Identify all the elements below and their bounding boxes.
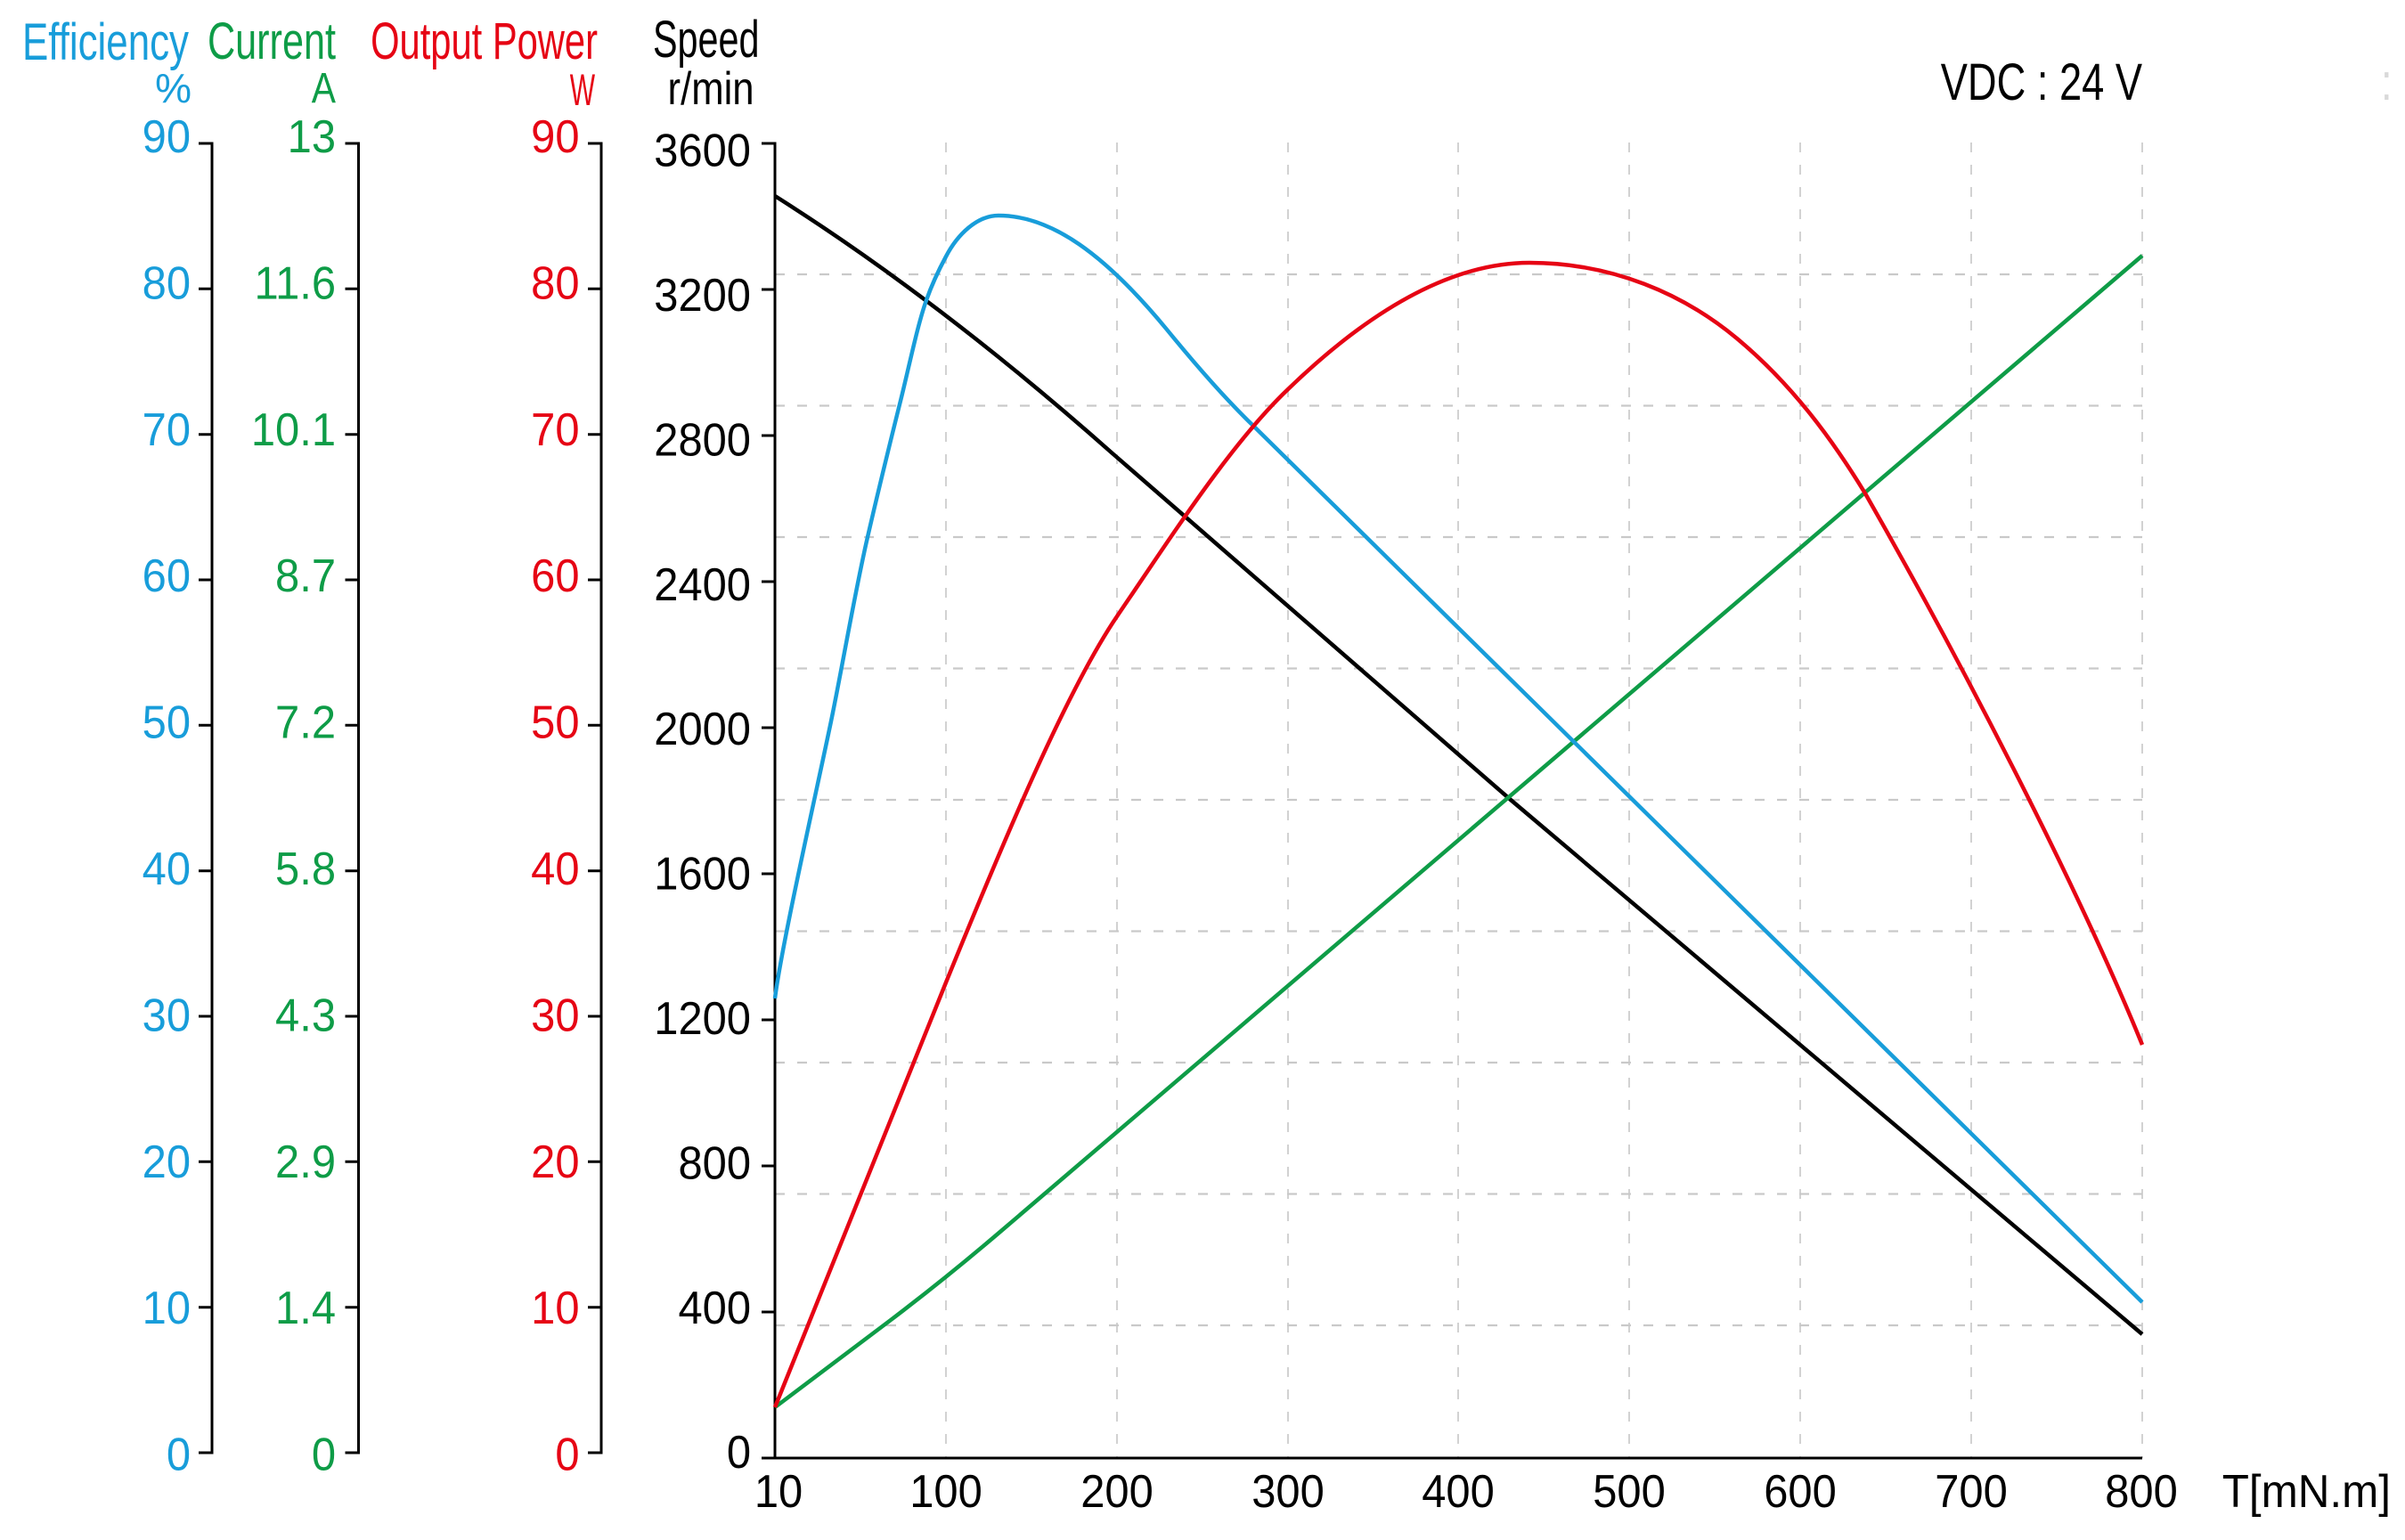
svg-text:7.2: 7.2 (275, 696, 336, 748)
svg-text:10: 10 (143, 1282, 191, 1334)
svg-text:40: 40 (531, 843, 579, 895)
svg-text:500: 500 (1593, 1465, 1666, 1518)
svg-text:0: 0 (312, 1428, 336, 1480)
svg-text:10.1: 10.1 (251, 403, 336, 455)
svg-text:10: 10 (754, 1465, 803, 1518)
svg-text:60: 60 (143, 550, 191, 602)
svg-text:80: 80 (143, 257, 191, 309)
svg-text:700: 700 (1935, 1465, 2008, 1518)
svg-text:80: 80 (531, 257, 579, 309)
svg-text:11.6: 11.6 (255, 257, 336, 309)
svg-text:W: W (570, 65, 595, 115)
svg-text:Current: Current (208, 12, 336, 70)
svg-text:10: 10 (531, 1282, 579, 1334)
svg-text:2800: 2800 (654, 413, 751, 466)
svg-text:13: 13 (288, 110, 336, 163)
svg-text:400: 400 (1422, 1465, 1495, 1518)
svg-text:A: A (312, 65, 336, 112)
svg-text:Output Power: Output Power (371, 12, 598, 69)
svg-text:70: 70 (531, 403, 579, 455)
svg-text:1.4: 1.4 (275, 1282, 336, 1334)
svg-text:r/min: r/min (668, 64, 754, 115)
svg-text:400: 400 (678, 1281, 751, 1333)
svg-text:90: 90 (531, 110, 579, 163)
svg-text:Efficiency: Efficiency (22, 12, 189, 70)
svg-text:20: 20 (143, 1135, 191, 1187)
svg-text:2400: 2400 (654, 558, 751, 610)
svg-text:1600: 1600 (654, 847, 751, 900)
svg-text:%: % (155, 65, 192, 111)
svg-text:T[mN.m]: T[mN.m] (2222, 1465, 2391, 1517)
svg-text:3600: 3600 (654, 124, 751, 176)
svg-text:VDC : 24 V: VDC : 24 V (1941, 54, 2143, 112)
svg-text:50: 50 (143, 696, 191, 748)
svg-text:1200: 1200 (654, 992, 751, 1045)
svg-text:3200: 3200 (654, 269, 751, 322)
svg-text:Speed: Speed (653, 10, 760, 69)
svg-text:30: 30 (143, 989, 191, 1041)
svg-text:0: 0 (167, 1428, 191, 1480)
svg-text:600: 600 (1764, 1465, 1837, 1518)
svg-text:70: 70 (143, 403, 191, 455)
svg-text:40: 40 (143, 843, 191, 895)
svg-text:4.3: 4.3 (275, 989, 336, 1041)
svg-text:8.7: 8.7 (275, 550, 336, 602)
svg-text:2000: 2000 (654, 703, 751, 755)
svg-text:: 24 V: : 24 V (2381, 54, 2405, 112)
svg-text:90: 90 (143, 110, 191, 163)
svg-text:100: 100 (909, 1465, 982, 1518)
svg-text:30: 30 (531, 989, 579, 1041)
svg-text:200: 200 (1080, 1465, 1154, 1518)
svg-text:2.9: 2.9 (275, 1135, 336, 1187)
svg-text:5.8: 5.8 (275, 843, 336, 895)
svg-text:0: 0 (555, 1428, 579, 1480)
svg-text:300: 300 (1251, 1465, 1325, 1518)
svg-text:800: 800 (2105, 1465, 2178, 1518)
svg-text:800: 800 (678, 1137, 751, 1189)
svg-text:0: 0 (727, 1426, 751, 1479)
svg-text:60: 60 (531, 550, 579, 602)
svg-text:20: 20 (531, 1135, 579, 1187)
svg-text:50: 50 (531, 696, 579, 748)
